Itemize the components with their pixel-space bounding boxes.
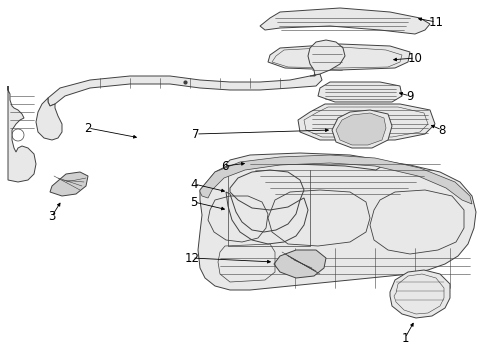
Polygon shape <box>298 104 435 140</box>
Text: 5: 5 <box>190 195 197 208</box>
Polygon shape <box>8 86 36 182</box>
Text: 1: 1 <box>401 332 409 345</box>
Text: 7: 7 <box>192 127 200 140</box>
Polygon shape <box>336 113 386 145</box>
Polygon shape <box>274 250 326 278</box>
Polygon shape <box>48 74 322 106</box>
Text: 8: 8 <box>439 123 446 136</box>
Polygon shape <box>36 98 62 140</box>
Polygon shape <box>200 155 472 204</box>
Text: 10: 10 <box>408 51 422 64</box>
Text: 6: 6 <box>221 159 229 172</box>
Polygon shape <box>318 82 402 102</box>
Polygon shape <box>390 270 450 318</box>
Text: 2: 2 <box>84 122 92 135</box>
Polygon shape <box>50 172 88 196</box>
Text: 11: 11 <box>428 15 443 28</box>
Text: 12: 12 <box>185 252 199 265</box>
Polygon shape <box>198 156 476 290</box>
Polygon shape <box>226 153 382 170</box>
Text: 4: 4 <box>190 177 198 190</box>
Polygon shape <box>260 8 430 34</box>
Polygon shape <box>332 110 392 148</box>
Polygon shape <box>268 44 410 70</box>
Polygon shape <box>308 40 345 76</box>
Text: 9: 9 <box>406 90 414 103</box>
Text: 3: 3 <box>49 210 56 222</box>
